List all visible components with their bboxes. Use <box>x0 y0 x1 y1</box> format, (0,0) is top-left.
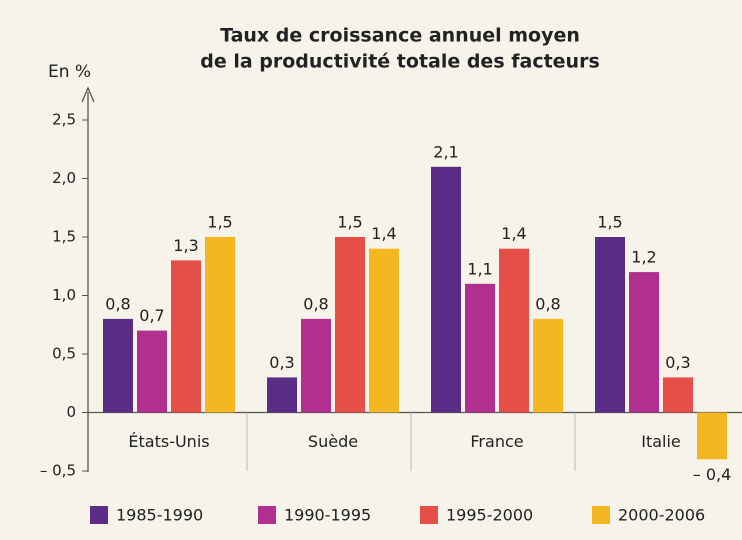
y-axis-label: En % <box>48 62 91 82</box>
y-tick-label: 1,0 <box>52 286 76 304</box>
legend-swatch <box>420 506 438 524</box>
bar <box>171 260 201 413</box>
legend-swatch <box>258 506 276 524</box>
x-tick-label: France <box>470 432 523 451</box>
value-label: 1,1 <box>467 259 492 278</box>
bar <box>499 248 529 413</box>
bar <box>103 318 133 413</box>
value-label: 2,1 <box>433 142 458 161</box>
value-label: 1,2 <box>631 248 656 267</box>
legend-label: 2000-2006 <box>618 506 705 525</box>
value-label: 1,5 <box>337 213 362 232</box>
value-label: 1,5 <box>597 213 622 232</box>
bar <box>431 166 461 413</box>
x-tick-label: Suède <box>308 432 358 451</box>
bar <box>465 283 495 413</box>
bar <box>533 318 563 413</box>
bar <box>205 237 235 413</box>
legend-swatch <box>592 506 610 524</box>
bar <box>697 412 727 460</box>
legend-label: 1985-1990 <box>116 506 203 525</box>
value-label: 1,4 <box>501 224 526 243</box>
chart-title: de la productivité totale des facteurs <box>200 51 600 73</box>
y-axis <box>81 86 95 472</box>
x-tick-label: Italie <box>641 432 681 451</box>
y-tick-label: 1,5 <box>52 228 76 246</box>
bar <box>629 272 659 413</box>
y-tick-label: 2,0 <box>52 169 76 187</box>
y-tick-label: 2,5 <box>52 111 76 129</box>
value-label: 0,3 <box>269 353 294 372</box>
bar <box>369 248 399 413</box>
y-tick-label: 0 <box>66 403 76 421</box>
value-label: 0,8 <box>105 294 130 313</box>
legend-swatch <box>90 506 108 524</box>
value-label: – 0,4 <box>693 465 732 484</box>
value-label: 0,8 <box>535 294 560 313</box>
legend-label: 1995-2000 <box>446 506 533 525</box>
chart-title: Taux de croissance annuel moyen <box>220 25 580 47</box>
bar <box>663 377 693 413</box>
bar <box>267 377 297 413</box>
y-tick-label: – 0,5 <box>40 462 76 480</box>
value-label: 1,4 <box>371 224 396 243</box>
legend-label: 1990-1995 <box>284 506 371 525</box>
value-label: 0,7 <box>139 306 164 325</box>
value-label: 0,3 <box>665 353 690 372</box>
x-tick-label: États-Unis <box>128 432 209 451</box>
value-label: 1,3 <box>173 236 198 255</box>
value-label: 1,5 <box>207 213 232 232</box>
bar <box>301 318 331 413</box>
bar <box>137 330 167 413</box>
bar <box>335 237 365 413</box>
bar <box>595 237 625 413</box>
y-tick-label: 0,5 <box>52 345 76 363</box>
value-label: 0,8 <box>303 294 328 313</box>
